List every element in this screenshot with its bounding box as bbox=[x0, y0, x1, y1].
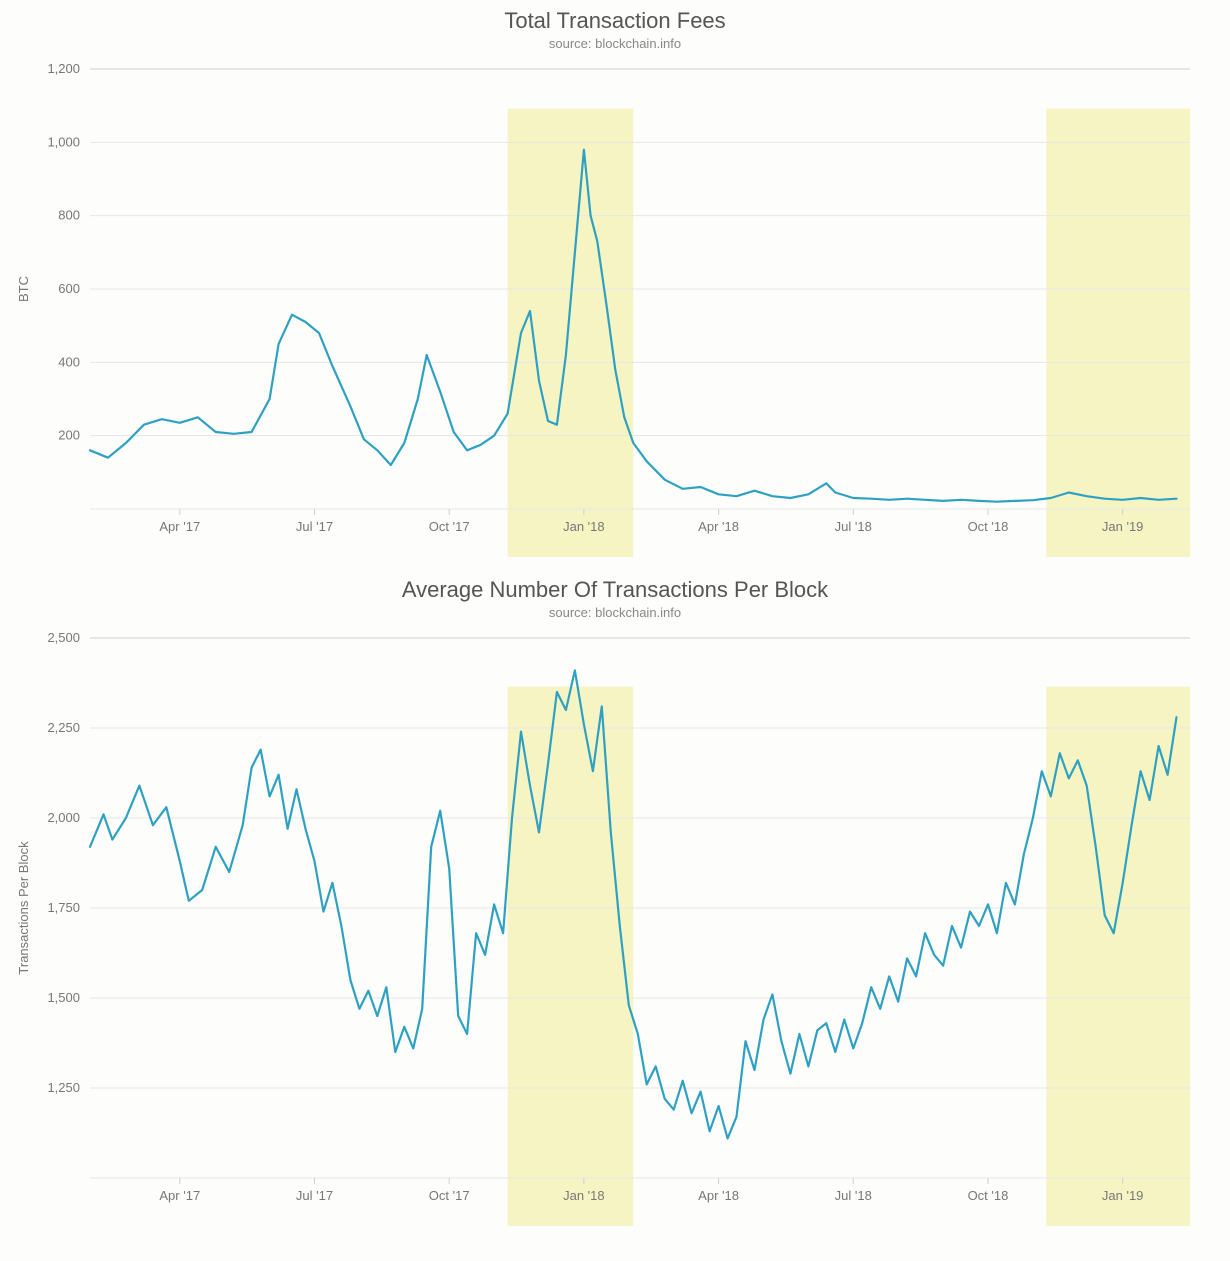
chart2-ytick-label: 1,250 bbox=[47, 1080, 80, 1095]
chart1-yaxis-title: BTC bbox=[16, 276, 31, 302]
chart2-yaxis-title: Transactions Per Block bbox=[16, 841, 31, 975]
chart2-ytick-label: 1,500 bbox=[47, 990, 80, 1005]
chart2-ytick-label: 2,250 bbox=[47, 720, 80, 735]
chart1-xtick-label: Apr '18 bbox=[698, 519, 739, 534]
chart1-ytick-label: 1,000 bbox=[47, 134, 80, 149]
chart1-xtick-label: Apr '17 bbox=[159, 519, 200, 534]
chart2-xtick-label: Oct '18 bbox=[968, 1188, 1009, 1203]
chart1-xtick-label: Jan '18 bbox=[563, 519, 605, 534]
chart1-xtick-label: Jul '17 bbox=[296, 519, 333, 534]
chart2-xtick-label: Apr '18 bbox=[698, 1188, 739, 1203]
chart1-ytick-label: 1,200 bbox=[47, 61, 80, 76]
chart1-xtick-label: Oct '17 bbox=[429, 519, 470, 534]
chart1-title: Total Transaction Fees bbox=[0, 8, 1230, 34]
chart2-xtick-label: Jan '19 bbox=[1102, 1188, 1144, 1203]
chart1-highlight-1 bbox=[1046, 109, 1190, 557]
chart1-ytick-label: 400 bbox=[58, 354, 80, 369]
chart1-xtick-label: Jan '19 bbox=[1102, 519, 1144, 534]
chart1-ytick-label: 200 bbox=[58, 428, 80, 443]
chart2-xtick-label: Oct '17 bbox=[429, 1188, 470, 1203]
chart1-subtitle: source: blockchain.info bbox=[0, 36, 1230, 51]
chart2-ytick-label: 2,500 bbox=[47, 630, 80, 645]
chart1-ytick-label: 600 bbox=[58, 281, 80, 296]
chart2-xtick-label: Apr '17 bbox=[159, 1188, 200, 1203]
chart2-subtitle: source: blockchain.info bbox=[0, 605, 1230, 620]
chart1-highlight-0 bbox=[508, 109, 634, 557]
chart2-svg: 1,250 1,500 1,750 2,000 2,250 2,500 Apr '17 Jul… bbox=[0, 626, 1210, 1226]
page: Total Transaction Fees source: blockchai… bbox=[0, 8, 1230, 1226]
chart1-xtick-label: Jul '18 bbox=[835, 519, 872, 534]
chart2-xtick-label: Jul '17 bbox=[296, 1188, 333, 1203]
chart1-ytick-label: 800 bbox=[58, 208, 80, 223]
chart2-xtick-label: Jan '18 bbox=[563, 1188, 605, 1203]
chart1-svg: 200 400 600 800 1,000 1,200 Apr '17 Jul '17 Oct … bbox=[0, 57, 1210, 557]
chart2-container: 1,250 1,500 1,750 2,000 2,250 2,500 Apr '17 Jul… bbox=[0, 626, 1230, 1226]
chart1-xtick-label: Oct '18 bbox=[968, 519, 1009, 534]
chart2-xtick-label: Jul '18 bbox=[835, 1188, 872, 1203]
chart2-ytick-label: 2,000 bbox=[47, 810, 80, 825]
chart1-container: 200 400 600 800 1,000 1,200 Apr '17 Jul '17 Oct … bbox=[0, 57, 1230, 557]
chart2-title: Average Number Of Transactions Per Block bbox=[0, 577, 1230, 603]
chart2-ytick-label: 1,750 bbox=[47, 900, 80, 915]
